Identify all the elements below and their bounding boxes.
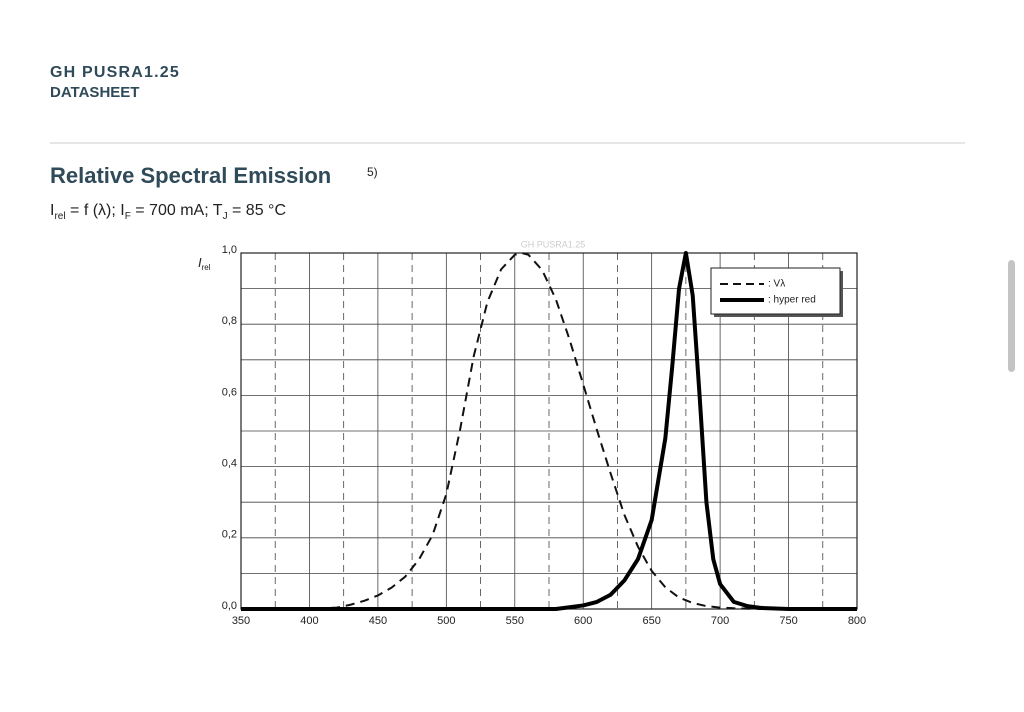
subscript: rel (54, 211, 65, 222)
y-tick-label: 1,0 (222, 244, 237, 256)
section-title: Relative Spectral Emission (50, 163, 331, 188)
x-tick-label: 450 (369, 615, 387, 627)
x-tick-label: 350 (232, 615, 250, 627)
y-tick-label: 0,0 (222, 600, 237, 612)
product-name: GH PUSRA1.25 (50, 64, 180, 81)
y-tick-label: 0,4 (222, 458, 237, 470)
x-tick-label: 750 (779, 615, 797, 627)
series-line (241, 251, 857, 611)
x-tick-label: 700 (711, 615, 729, 627)
subtitle-part: = 700 mA; T (131, 202, 223, 219)
y-tick-label: 0,2 (222, 529, 237, 541)
x-tick-label: 400 (300, 615, 318, 627)
subscript: F (125, 211, 131, 222)
x-tick-label: 800 (848, 615, 866, 627)
chart: GH PUSRA1.25 350 400 450 500 550 600 650 700 750 8… (198, 239, 866, 627)
y-tick-label: 0,6 (222, 386, 237, 398)
legend-label: : hyper red (768, 295, 816, 306)
subtitle: Irel = f (λ); IF = 700 mA; TJ = 85 °C (50, 202, 286, 221)
subtitle-part: I (50, 202, 54, 219)
footnote-ref: 5) (367, 165, 378, 179)
legend-box (710, 267, 841, 315)
subscript: J (223, 211, 228, 222)
x-tick-label: 650 (642, 615, 660, 627)
subtitle-part: = f (λ); I (66, 202, 125, 219)
y-axis-label-part: I (198, 255, 202, 270)
scrollbar[interactable] (1008, 260, 1015, 372)
watermark: GH PUSRA1.25 (521, 239, 586, 249)
x-tick-label: 600 (574, 615, 592, 627)
x-tick-label: 500 (437, 615, 455, 627)
subtitle-part: = 85 °C (228, 202, 286, 219)
doc-type: DATASHEET (50, 84, 139, 101)
legend-label: : Vλ (768, 279, 785, 290)
series-line (241, 252, 857, 610)
y-axis-label: Irel (198, 255, 211, 272)
y-tick-label: 0,8 (222, 315, 237, 327)
x-tick-label: 550 (506, 615, 524, 627)
y-axis-label-sub: rel (202, 263, 211, 272)
